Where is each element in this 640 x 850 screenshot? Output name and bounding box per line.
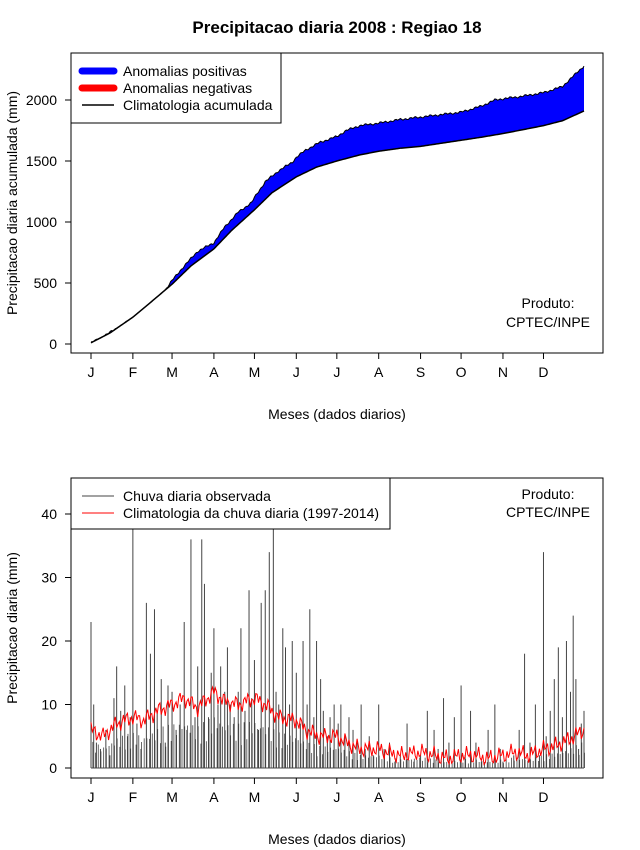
- y-axis-label-top: Precipitacao diaria acumulada (mm): [4, 91, 20, 315]
- x-tick-label: A: [374, 789, 384, 805]
- positive-anomaly-area: [91, 66, 584, 343]
- x-tick-label: J: [88, 789, 95, 805]
- x-tick-label: O: [456, 789, 467, 805]
- x-axis-label-bottom: Meses (dados diarios): [268, 831, 406, 847]
- positive-anomaly-fill: [91, 66, 584, 343]
- x-tick-label: D: [538, 789, 548, 805]
- legend-label-positive: Anomalias positivas: [123, 63, 247, 79]
- y-axis-label-bottom: Precipitacao diaria (mm): [4, 552, 20, 704]
- x-tick-label: A: [209, 364, 219, 380]
- x-tick-label: N: [498, 364, 508, 380]
- x-tick-label: A: [374, 364, 384, 380]
- x-tick-label: F: [129, 364, 138, 380]
- x-tick-label: J: [293, 789, 300, 805]
- credit-line1-bottom: Produto:: [522, 486, 575, 502]
- y-tick-label: 500: [34, 275, 58, 291]
- credit-line1-top: Produto:: [522, 295, 575, 311]
- daily-climatology-line: [90, 685, 585, 766]
- legend-box-bottom: [70, 477, 391, 530]
- daily-climatology: [90, 685, 585, 766]
- y-axis-bottom: 0 10 20 30 40: [41, 506, 72, 776]
- daily-chart: 0 10 20 30 40 J F M A M J J A S O N D Meses (dados diar…: [4, 477, 604, 847]
- x-tick-label: O: [456, 364, 467, 380]
- y-tick-label: 0: [49, 760, 57, 776]
- x-tick-label: D: [538, 364, 548, 380]
- cumulative-chart: 0 500 1000 1500 2000 J F M A M J J A S O N D Meses (dad…: [4, 52, 604, 422]
- y-tick-label: 0: [49, 336, 57, 352]
- y-tick-label: 1000: [26, 214, 57, 230]
- x-tick-label: J: [293, 364, 300, 380]
- x-tick-label: M: [166, 364, 178, 380]
- x-tick-label: M: [249, 789, 261, 805]
- y-tick-label: 1500: [26, 153, 57, 169]
- y-tick-label: 2000: [26, 92, 57, 108]
- x-tick-label: J: [333, 789, 340, 805]
- observed-cumulative-line: [90, 65, 585, 343]
- legend-label-climatology: Climatologia acumulada: [123, 97, 273, 113]
- y-tick-label: 10: [41, 697, 57, 713]
- x-axis-label-top: Meses (dados diarios): [268, 406, 406, 422]
- y-axis-top: 0 500 1000 1500 2000: [26, 92, 72, 352]
- y-tick-label: 30: [41, 570, 57, 586]
- y-tick-label: 20: [41, 633, 57, 649]
- credit-line2-bottom: CPTEC/INPE: [506, 504, 590, 520]
- x-tick-label: J: [88, 364, 95, 380]
- x-tick-label: A: [209, 789, 219, 805]
- legend-label-observed: Chuva diaria observada: [123, 488, 271, 504]
- cumulative-lines: [90, 65, 585, 344]
- x-tick-label: J: [333, 364, 340, 380]
- y-tick-label: 40: [41, 506, 57, 522]
- legend-label-negative: Anomalias negativas: [123, 80, 252, 96]
- x-tick-label: M: [166, 789, 178, 805]
- legend-label-daily-climatology: Climatologia da chuva diaria (1997-2014): [123, 505, 379, 521]
- figure-title: Precipitacao diaria 2008 : Regiao 18: [192, 18, 481, 37]
- legend-bottom: Chuva diaria observada Climatologia da c…: [70, 477, 391, 530]
- legend-top: Anomalias positivas Anomalias negativas …: [70, 52, 282, 124]
- x-tick-label: S: [416, 364, 425, 380]
- x-tick-label: M: [249, 364, 261, 380]
- climatology-cumulative-line: [90, 110, 585, 344]
- x-tick-label: S: [416, 789, 425, 805]
- x-tick-label: N: [498, 789, 508, 805]
- credit-line2-top: CPTEC/INPE: [506, 314, 590, 330]
- x-tick-label: F: [129, 789, 138, 805]
- observed-daily-rain: [90, 526, 585, 769]
